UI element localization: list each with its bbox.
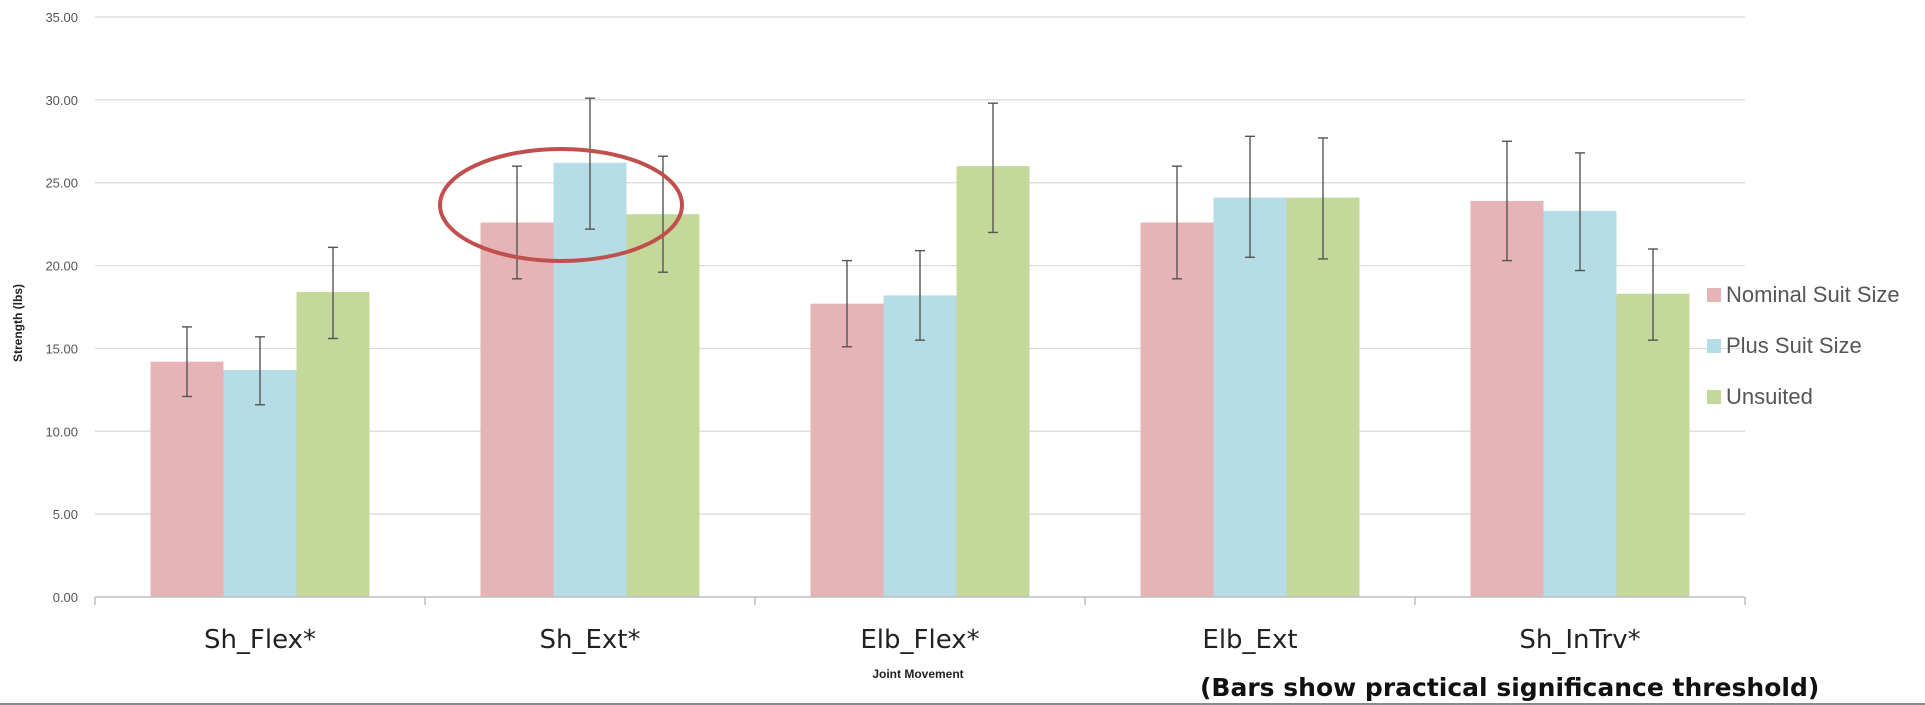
footnote: (Bars show practical significance thresh… — [1200, 673, 1820, 702]
bar — [883, 295, 957, 597]
bar — [1213, 197, 1287, 597]
bar — [1543, 210, 1617, 597]
category-label: Elb_Ext — [1202, 625, 1297, 655]
x-axis-ticks — [94, 597, 1746, 605]
bar — [956, 166, 1030, 597]
category-label: Elb_Flex* — [860, 625, 979, 655]
bar — [296, 292, 370, 597]
bar — [1140, 222, 1214, 597]
y-tick-label: 20.00 — [45, 259, 78, 274]
legend-label: Plus Suit Size — [1726, 333, 1862, 358]
legend-label: Nominal Suit Size — [1726, 282, 1900, 307]
bar — [626, 214, 700, 597]
bar — [810, 303, 884, 597]
category-label: Sh_InTrv* — [1519, 625, 1640, 655]
legend: Nominal Suit Size Plus Suit Size Unsuited — [1707, 282, 1900, 409]
category-labels: Sh_Flex* Sh_Ext* Elb_Flex* Elb_Ext Sh_InTrv* — [204, 625, 1641, 655]
y-axis-tick-labels: 0.00 5.00 10.00 15.00 20.00 25.00 30.00 35.00 — [45, 10, 78, 605]
y-tick-label: 30.00 — [45, 93, 78, 108]
y-tick-label: 15.00 — [45, 341, 78, 356]
legend-label: Unsuited — [1726, 384, 1813, 409]
bars — [150, 162, 1690, 598]
y-tick-label: 35.00 — [45, 10, 78, 25]
y-tick-label: 5.00 — [53, 507, 78, 522]
legend-swatch — [1707, 339, 1721, 353]
x-axis-title: Joint Movement — [872, 667, 963, 681]
bar — [1616, 293, 1690, 597]
legend-swatch — [1707, 288, 1721, 302]
bar — [223, 369, 297, 597]
y-tick-label: 10.00 — [45, 424, 78, 439]
highlight-ellipse — [438, 147, 684, 263]
y-tick-label: 0.00 — [53, 590, 78, 605]
bar — [1286, 197, 1360, 597]
bar — [553, 162, 627, 598]
category-label: Sh_Ext* — [540, 625, 641, 655]
y-tick-label: 25.00 — [45, 176, 78, 191]
bar — [150, 361, 224, 597]
category-label: Sh_Flex* — [204, 625, 316, 655]
y-axis-title: Strength (lbs) — [11, 284, 25, 362]
bar — [480, 222, 554, 597]
bottom-divider — [0, 703, 1925, 705]
bar — [1470, 200, 1544, 597]
legend-swatch — [1707, 390, 1721, 404]
